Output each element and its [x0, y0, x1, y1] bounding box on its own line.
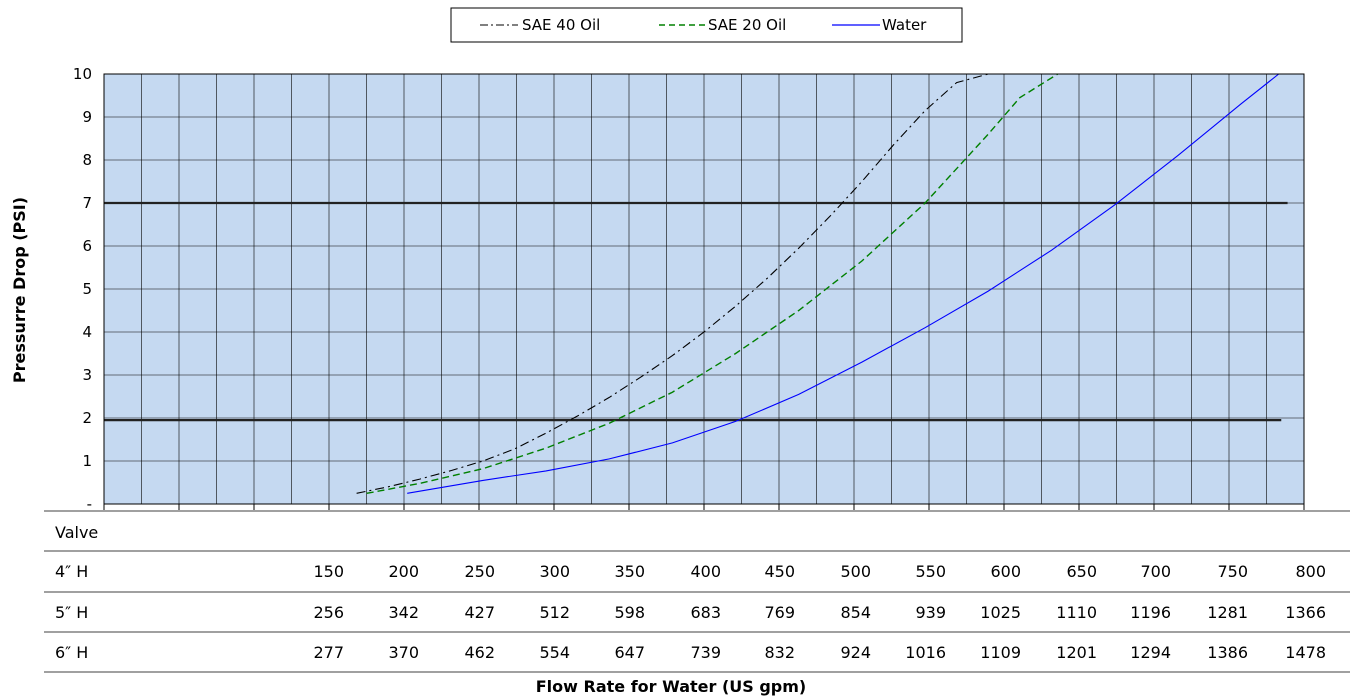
table-cell: 462 — [464, 643, 495, 662]
plot-border — [103, 73, 1305, 505]
table-cell: 256 — [313, 603, 344, 622]
table-cell: 1366 — [1285, 603, 1326, 622]
y-tick-label: 1 — [82, 452, 92, 470]
table-cell: 1281 — [1207, 603, 1248, 622]
series-line-water — [407, 73, 1280, 494]
table-cell: 1025 — [980, 603, 1021, 622]
y-tick-label: 8 — [82, 151, 92, 169]
y-tick-label: - — [87, 495, 92, 513]
y-tick-label: 4 — [82, 323, 92, 341]
table-cell: 550 — [915, 562, 946, 581]
table-cell: 1110 — [1056, 603, 1097, 622]
table-cell: 854 — [840, 603, 871, 622]
table-cell: 512 — [539, 603, 570, 622]
table-cell: 683 — [690, 603, 721, 622]
table-cell: 370 — [388, 643, 419, 662]
table-cell: 1196 — [1130, 603, 1171, 622]
table-cell: 200 — [388, 562, 419, 581]
x-axis-title: Flow Rate for Water (US gpm) — [536, 677, 806, 696]
table-cell: 700 — [1140, 562, 1171, 581]
y-tick-label: 7 — [82, 194, 92, 212]
table-cell: 750 — [1217, 562, 1248, 581]
table-cell: 300 — [539, 562, 570, 581]
table-cell: 647 — [614, 643, 645, 662]
y-tick-label: 6 — [82, 237, 92, 255]
legend-label-water: Water — [882, 16, 927, 34]
table-cell: 800 — [1295, 562, 1326, 581]
table-cell: 400 — [690, 562, 721, 581]
table-cell: 450 — [764, 562, 795, 581]
legend: SAE 40 Oil SAE 20 Oil Water — [450, 7, 963, 43]
reference-lines — [104, 201, 1288, 422]
y-tick-label: 10 — [73, 65, 92, 83]
table-cell: 554 — [539, 643, 570, 662]
table-cell: 739 — [690, 643, 721, 662]
series-line-sae-20-oil — [366, 73, 1059, 494]
table-cell: 342 — [388, 603, 419, 622]
table-cell: 600 — [990, 562, 1021, 581]
valve-flow-table: Valve 4″ H 150 200 250 300 350 400 450 500 550 600 6… — [44, 510, 1350, 673]
table-cell: 924 — [840, 643, 871, 662]
table-cell: 350 — [614, 562, 645, 581]
table-row-label: 5″ H — [55, 603, 88, 622]
table-cell: 500 — [840, 562, 871, 581]
table-cell: 250 — [464, 562, 495, 581]
table-cell: 598 — [614, 603, 645, 622]
y-tick-label: 9 — [82, 108, 92, 126]
table-cell: 832 — [764, 643, 795, 662]
table-cell: 939 — [915, 603, 946, 622]
y-tick-label: 3 — [82, 366, 92, 384]
y-axis-ticks: - 1 2 3 4 5 6 7 8 9 10 — [73, 65, 92, 513]
table-cell: 650 — [1066, 562, 1097, 581]
table-cell: 1016 — [905, 643, 946, 662]
legend-label-sae-20-oil: SAE 20 Oil — [708, 16, 786, 34]
series-line-sae-40-oil — [356, 73, 989, 494]
y-axis-title: Pressurre Drop (PSI) — [10, 197, 29, 383]
table-cell: 769 — [764, 603, 795, 622]
legend-label-sae-40-oil: SAE 40 Oil — [522, 16, 600, 34]
table-cell: 1386 — [1207, 643, 1248, 662]
table-cell: 1478 — [1285, 643, 1326, 662]
table-cell: 1109 — [980, 643, 1021, 662]
table-cell: 277 — [313, 643, 344, 662]
table-cell: 427 — [464, 603, 495, 622]
y-tick-label: 5 — [82, 280, 92, 298]
table-row-label: 4″ H — [55, 562, 88, 581]
table-row-label: 6″ H — [55, 643, 88, 662]
table-cell: 1294 — [1130, 643, 1171, 662]
table-cell: 150 — [313, 562, 344, 581]
table-cell: 1201 — [1056, 643, 1097, 662]
y-tick-label: 2 — [82, 409, 92, 427]
table-header-valve: Valve — [55, 523, 98, 542]
series-lines — [356, 73, 1280, 494]
